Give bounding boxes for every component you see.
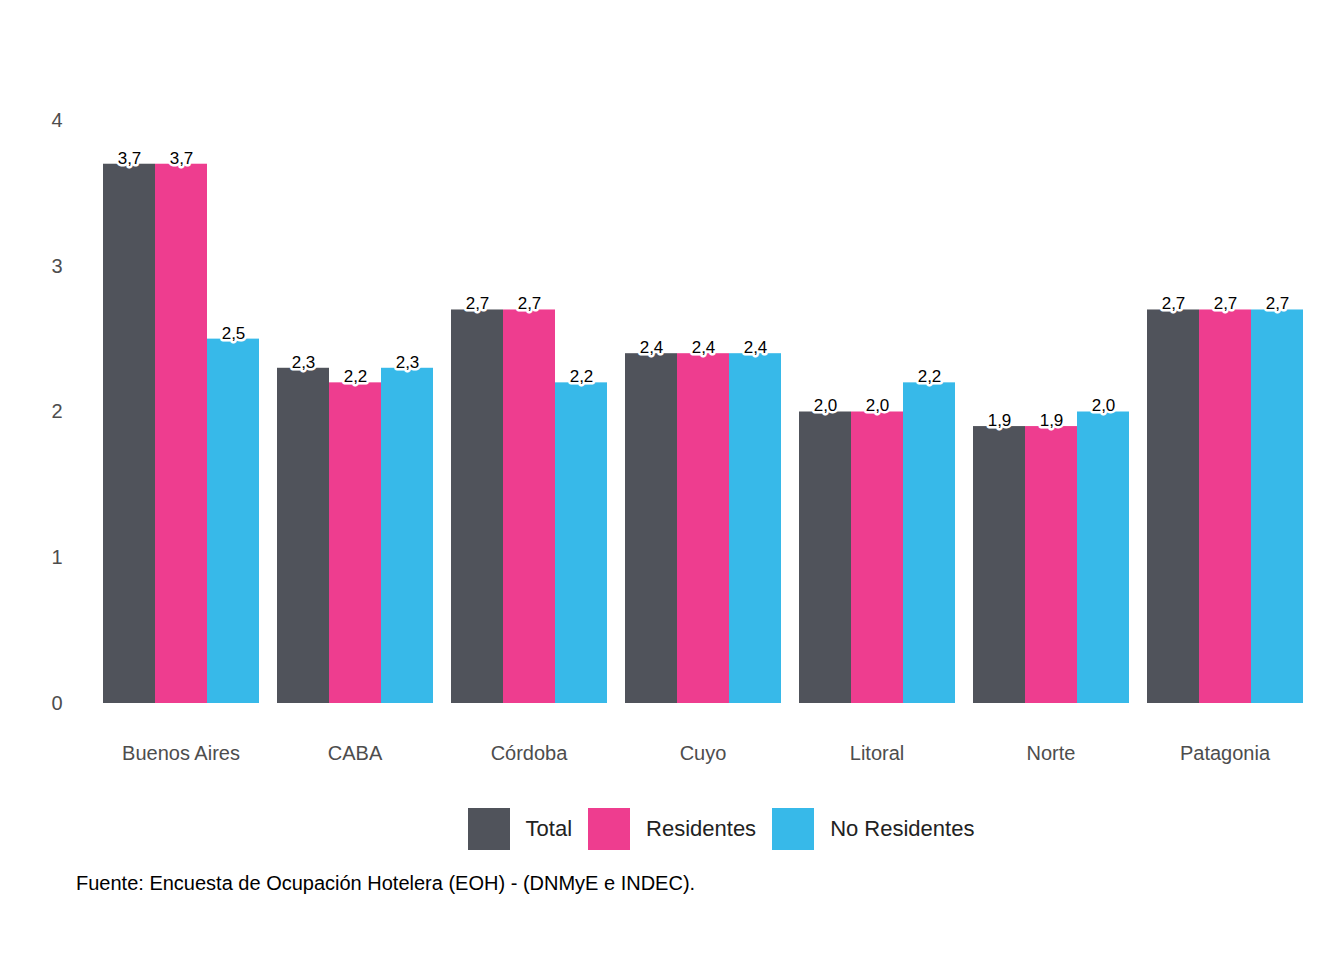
svg-text:2,7: 2,7 [518, 294, 542, 313]
svg-text:Cuyo: Cuyo [680, 742, 727, 764]
svg-text:2,7: 2,7 [1214, 294, 1238, 313]
svg-text:2,5: 2,5 [222, 324, 246, 343]
html-text:Residentes: Residentes [646, 816, 757, 841]
svg-text:2,4: 2,4 [640, 338, 664, 357]
svg-text:Litoral: Litoral [850, 742, 904, 764]
svg-text:1: 1 [51, 546, 62, 568]
svg-text:2,4: 2,4 [692, 338, 716, 357]
svg-text:3,7: 3,7 [118, 149, 142, 168]
svg-text:2,0: 2,0 [1092, 396, 1116, 415]
svg-text:2,7: 2,7 [466, 294, 490, 313]
svg-text:0: 0 [51, 692, 62, 714]
svg-text:Buenos Aires: Buenos Aires [122, 742, 240, 764]
svg-text:1,9: 1,9 [988, 411, 1012, 430]
html-text:Fuente: Encuesta de Ocupación: Fuente: Encuesta de Ocupación Hotelera (… [76, 872, 696, 894]
svg-text:2,3: 2,3 [292, 353, 316, 372]
svg-text:2,0: 2,0 [814, 396, 838, 415]
svg-text:2,2: 2,2 [344, 367, 368, 386]
svg-text:2: 2 [51, 400, 62, 422]
svg-text:4: 4 [51, 109, 62, 131]
svg-text:Norte: Norte [1027, 742, 1076, 764]
svg-text:2,4: 2,4 [744, 338, 768, 357]
html-text:Total: Total [525, 816, 572, 841]
svg-text:1,9: 1,9 [1040, 411, 1064, 430]
svg-text:2,7: 2,7 [1266, 294, 1290, 313]
svg-text:2,2: 2,2 [570, 367, 594, 386]
svg-text:2,7: 2,7 [1162, 294, 1186, 313]
svg-text:3,7: 3,7 [170, 149, 194, 168]
svg-text:2,0: 2,0 [866, 396, 890, 415]
svg-text:3: 3 [51, 255, 62, 277]
svg-text:CABA: CABA [328, 742, 383, 764]
svg-text:2,3: 2,3 [396, 353, 420, 372]
html-text:No Residentes: No Residentes [830, 816, 975, 841]
svg-text:2,2: 2,2 [918, 367, 942, 386]
svg-text:Córdoba: Córdoba [491, 742, 569, 764]
svg-text:Patagonia: Patagonia [1180, 742, 1271, 764]
